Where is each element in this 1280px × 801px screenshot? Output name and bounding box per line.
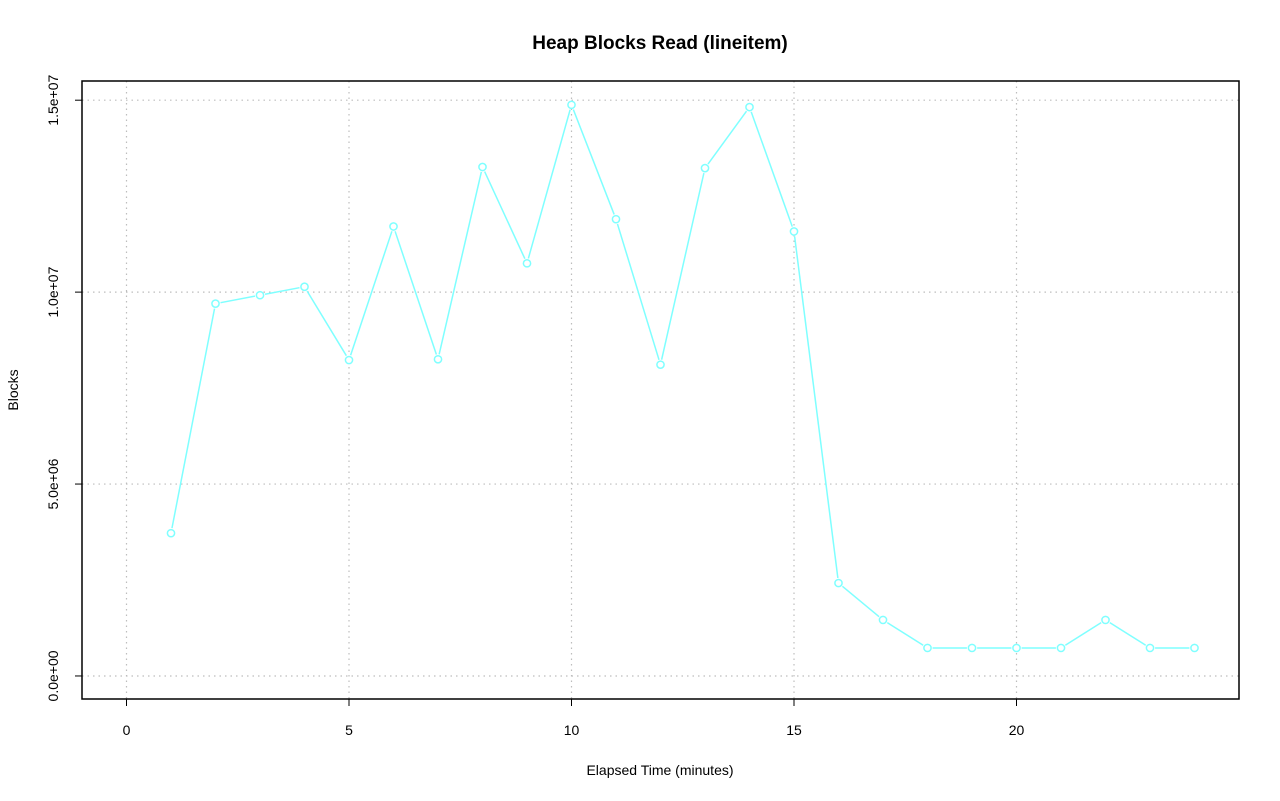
data-point: [255, 290, 265, 300]
y-tick-label: 5.0e+06: [45, 458, 61, 509]
series-line-segment: [841, 585, 880, 618]
data-point: [567, 100, 576, 110]
series-line-segment: [1064, 622, 1102, 646]
series-line-segment: [171, 308, 216, 529]
data-point: [923, 643, 932, 653]
series-line-segment: [707, 110, 748, 165]
series-line-segment: [750, 111, 793, 227]
series-line-segment: [616, 223, 660, 361]
series-line-segment: [438, 171, 483, 355]
plot-frame: [81, 80, 1240, 700]
data-point: [1101, 615, 1110, 625]
data-point: [611, 214, 621, 224]
data-point: [1145, 643, 1155, 653]
data-point: [834, 578, 843, 588]
data-point: [700, 163, 710, 173]
data-point: [1056, 643, 1066, 653]
series-line-segment: [886, 622, 924, 646]
data-point: [1190, 643, 1199, 653]
series-line-segment: [264, 286, 300, 295]
y-axis-label: Blocks: [5, 369, 21, 410]
series-line-segment: [660, 172, 705, 360]
data-point: [433, 354, 443, 364]
data-point: [1012, 643, 1021, 653]
series-line-segment: [572, 109, 615, 215]
x-tick-label: 10: [564, 722, 580, 738]
data-point: [211, 299, 220, 308]
data-point: [344, 355, 354, 365]
y-tick-label: 1.0e+07: [45, 266, 61, 317]
series-line-segment: [483, 171, 526, 260]
data-point: [745, 102, 754, 112]
x-tick-label: 5: [345, 722, 353, 738]
series-line-segment: [394, 231, 438, 355]
series: [166, 100, 1199, 653]
series-line-segment: [349, 231, 393, 356]
data-point: [522, 258, 532, 268]
x-tick-label: 20: [1009, 722, 1025, 738]
x-tick-label: 15: [786, 722, 802, 738]
data-point: [878, 615, 888, 625]
series-line-segment: [306, 290, 347, 357]
data-point: [789, 227, 799, 236]
x-axis: 0 5 10 15 20: [123, 699, 1025, 738]
data-point: [656, 360, 665, 370]
series-line-segment: [220, 295, 256, 304]
y-axis: 0.0e+00 5.0e+06 1.0e+07 1.5e+07: [45, 74, 82, 701]
y-tick-label: 1.5e+07: [45, 74, 61, 125]
y-tick-label: 0.0e+00: [45, 650, 61, 701]
series-line-segment: [527, 109, 571, 259]
series-line-segment: [793, 236, 839, 579]
series-line-segment: [1109, 622, 1147, 646]
chart-title: Heap Blocks Read (lineitem): [532, 33, 788, 54]
data-point: [300, 282, 309, 292]
data-point: [389, 222, 398, 231]
x-tick-label: 0: [123, 722, 131, 738]
data-point: [166, 528, 176, 538]
data-point: [478, 162, 487, 172]
grid: [82, 81, 1239, 699]
data-point: [967, 643, 977, 653]
x-axis-label: Elapsed Time (minutes): [586, 762, 733, 778]
